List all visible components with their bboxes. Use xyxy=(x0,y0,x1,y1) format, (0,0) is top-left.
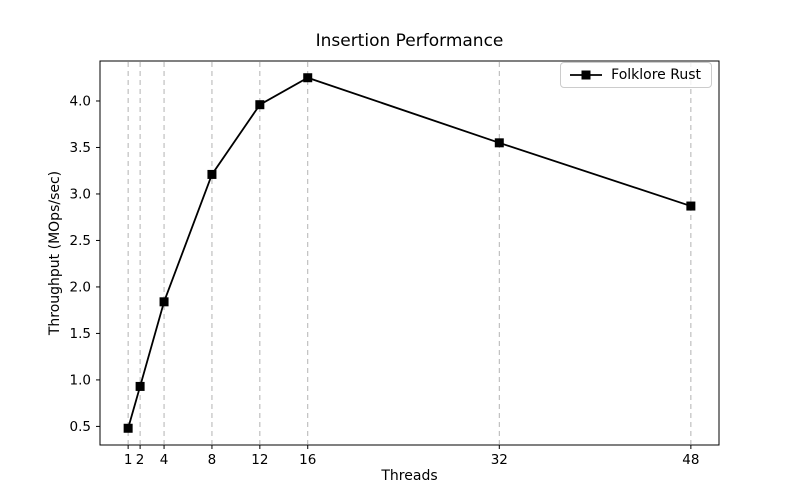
y-tick-label: 2.0 xyxy=(70,279,91,295)
x-tick-label: 16 xyxy=(299,452,316,468)
data-point-marker xyxy=(303,73,313,83)
x-tick-label: 1 xyxy=(124,452,133,468)
data-point-marker xyxy=(207,169,217,179)
legend-marker-icon xyxy=(570,70,603,80)
y-tick-label: 3.5 xyxy=(70,140,91,156)
x-axis-label: Threads xyxy=(381,468,438,484)
data-point-marker xyxy=(123,423,133,433)
y-tick-label: 1.0 xyxy=(70,372,91,388)
y-tick-label: 0.5 xyxy=(70,419,91,435)
x-tick-label: 8 xyxy=(208,452,217,468)
data-point-marker xyxy=(159,297,169,307)
chart-title: Insertion Performance xyxy=(315,31,504,51)
data-point-marker xyxy=(494,138,504,148)
y-axis-label: Throughput (MOps/sec) xyxy=(47,170,63,336)
axes-spines xyxy=(99,60,720,446)
y-tick-label: 1.5 xyxy=(70,326,91,342)
legend-label: Folklore Rust xyxy=(611,67,701,83)
x-tick-label: 4 xyxy=(160,452,169,468)
x-tick-label: 48 xyxy=(682,452,699,468)
data-point-marker xyxy=(686,201,696,211)
data-point-marker xyxy=(135,381,145,391)
y-tick-label: 3.0 xyxy=(70,186,91,202)
y-tick-label: 2.5 xyxy=(70,233,91,249)
x-tick-label: 2 xyxy=(136,452,145,468)
y-tick-label: 4.0 xyxy=(70,93,91,109)
x-tick-label: 32 xyxy=(491,452,508,468)
legend: Folklore Rust xyxy=(560,62,712,88)
data-point-marker xyxy=(255,100,265,110)
series-line xyxy=(127,76,692,429)
x-tick-label: 12 xyxy=(251,452,268,468)
